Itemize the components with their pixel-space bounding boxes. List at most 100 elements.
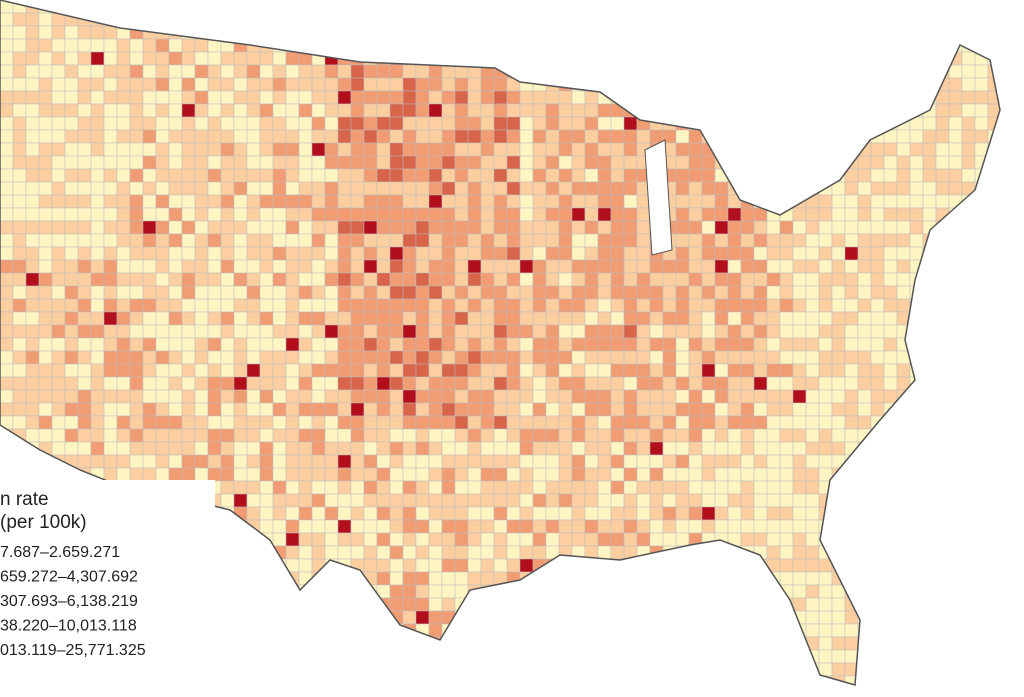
county	[922, 129, 937, 144]
county	[805, 129, 820, 144]
county	[363, 194, 378, 209]
county	[142, 389, 157, 404]
county	[961, 532, 976, 547]
county	[51, 207, 66, 222]
county	[844, 246, 859, 261]
county	[415, 480, 430, 495]
county	[1014, 468, 1024, 481]
county	[233, 259, 248, 274]
county	[675, 103, 690, 118]
county	[142, 246, 157, 261]
county	[922, 571, 937, 586]
county	[428, 285, 443, 300]
county	[207, 389, 222, 404]
county	[987, 337, 1000, 352]
county	[857, 116, 872, 131]
county	[428, 324, 443, 339]
county	[922, 532, 937, 547]
county	[259, 12, 274, 27]
county	[259, 428, 274, 443]
county	[12, 64, 27, 79]
county	[12, 194, 27, 209]
county	[350, 155, 365, 170]
county	[649, 363, 664, 378]
county	[1001, 689, 1014, 697]
county	[285, 610, 300, 625]
county	[155, 155, 170, 170]
county	[480, 350, 495, 365]
county	[233, 571, 248, 586]
county	[792, 675, 807, 685]
county	[441, 207, 456, 222]
county	[259, 480, 274, 495]
county	[649, 467, 664, 482]
county	[0, 298, 14, 313]
county	[519, 77, 534, 92]
county	[675, 324, 690, 339]
county	[805, 246, 820, 261]
county	[77, 77, 92, 92]
county	[883, 259, 898, 274]
county	[766, 25, 781, 40]
county	[662, 259, 677, 274]
county	[701, 545, 716, 560]
county	[571, 571, 586, 586]
county	[753, 129, 768, 144]
county	[25, 285, 40, 300]
county	[545, 259, 560, 274]
county	[376, 12, 391, 27]
county	[636, 558, 651, 573]
county	[961, 181, 976, 196]
county	[129, 363, 144, 378]
county	[64, 90, 79, 105]
county	[467, 12, 482, 27]
county	[779, 64, 794, 79]
county	[844, 272, 859, 287]
county	[974, 272, 989, 287]
county	[831, 610, 846, 625]
county	[909, 467, 924, 482]
county	[220, 194, 235, 209]
county	[792, 25, 807, 40]
county	[805, 545, 820, 560]
county	[805, 194, 820, 209]
county	[766, 493, 781, 508]
county	[207, 324, 222, 339]
county	[103, 467, 118, 482]
county	[779, 571, 794, 586]
county	[246, 25, 261, 40]
county	[506, 467, 521, 482]
county	[688, 168, 703, 183]
county	[285, 545, 300, 560]
county	[779, 428, 794, 443]
county	[623, 389, 638, 404]
county	[792, 428, 807, 443]
county	[324, 571, 339, 586]
county	[519, 675, 534, 685]
county	[883, 298, 898, 313]
county	[987, 623, 1000, 638]
county	[961, 285, 976, 300]
county	[857, 597, 872, 612]
county	[428, 597, 443, 612]
county	[558, 532, 573, 547]
county	[831, 675, 846, 685]
county	[688, 597, 703, 612]
county	[805, 519, 820, 534]
county	[402, 285, 417, 300]
county	[12, 402, 27, 417]
county	[779, 51, 794, 66]
county	[311, 532, 326, 547]
county	[922, 597, 937, 612]
county	[909, 415, 924, 430]
county	[974, 324, 989, 339]
county	[493, 597, 508, 612]
county	[792, 38, 807, 53]
county	[675, 428, 690, 443]
county	[259, 389, 274, 404]
county	[961, 272, 976, 287]
county	[116, 103, 131, 118]
county	[727, 64, 742, 79]
county	[974, 389, 989, 404]
county	[389, 597, 404, 612]
